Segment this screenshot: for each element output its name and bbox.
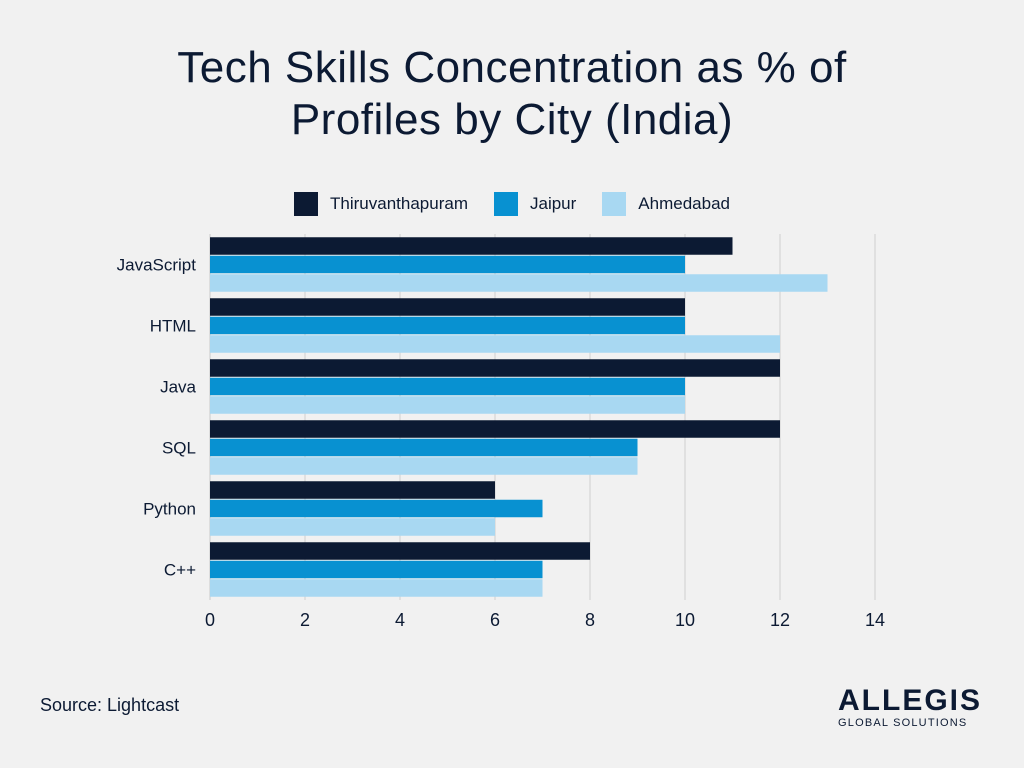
legend-swatch — [602, 192, 627, 216]
bar-java-ahmedabad — [210, 396, 685, 414]
bar-python-thiruvanthapuram — [210, 481, 495, 499]
bar-javascript-thiruvanthapuram — [210, 237, 733, 255]
bar-html-jaipur — [210, 316, 685, 335]
chart-legend: Thiruvanthapuram Jaipur Ahmedabad — [0, 192, 1024, 216]
legend-label: Ahmedabad — [638, 194, 730, 213]
x-tick-label: 12 — [770, 610, 790, 630]
bar-javascript-jaipur — [210, 255, 685, 274]
legend-label: Jaipur — [529, 194, 577, 213]
logo-subtitle: GLOBAL SOLUTIONS — [838, 717, 968, 729]
chart-title-line-2: Profiles by City (India) — [290, 95, 734, 144]
bar-sql-ahmedabad — [210, 457, 638, 475]
y-category-label: Python — [143, 500, 196, 519]
legend-item-ahmedabad: Ahmedabad — [602, 192, 730, 216]
bar-python-jaipur — [210, 499, 543, 518]
source-note: Source: Lightcast — [40, 695, 180, 715]
bar-sql-thiruvanthapuram — [210, 420, 780, 438]
bar-c-thiruvanthapuram — [210, 542, 590, 560]
bar-python-ahmedabad — [210, 518, 495, 536]
x-tick-label: 14 — [865, 610, 885, 630]
bar-html-ahmedabad — [210, 335, 780, 353]
chart-title: Tech Skills Concentration as % of Profil… — [0, 42, 1024, 146]
y-category-label: Java — [160, 378, 196, 397]
legend-swatch — [493, 192, 518, 216]
legend-swatch — [294, 192, 319, 216]
bar-c-jaipur — [210, 560, 543, 579]
x-tick-label: 4 — [395, 610, 405, 630]
y-category-label: JavaScript — [117, 256, 197, 275]
legend-item-jaipur: Jaipur — [493, 192, 577, 216]
y-category-label: SQL — [162, 439, 196, 458]
y-category-label: C++ — [164, 561, 196, 580]
y-category-label: HTML — [150, 317, 196, 336]
x-tick-label: 8 — [585, 610, 595, 630]
chart-title-line-1: Tech Skills Concentration as % of — [177, 43, 847, 92]
logo-wordmark: ALLEGIS — [838, 684, 983, 717]
x-tick-label: 2 — [300, 610, 310, 630]
bar-java-thiruvanthapuram — [210, 359, 780, 377]
bar-java-jaipur — [210, 377, 685, 396]
bar-sql-jaipur — [210, 438, 638, 457]
legend-item-thiruvanthapuram: Thiruvanthapuram — [294, 192, 468, 216]
bar-c-ahmedabad — [210, 579, 543, 597]
x-tick-label: 10 — [675, 610, 695, 630]
bar-javascript-ahmedabad — [210, 274, 828, 292]
bar-html-thiruvanthapuram — [210, 298, 685, 316]
x-tick-label: 6 — [490, 610, 500, 630]
legend-label: Thiruvanthapuram — [330, 194, 468, 213]
allegis-logo: ALLEGIS GLOBAL SOLUTIONS — [838, 686, 988, 730]
x-tick-label: 0 — [205, 610, 215, 630]
